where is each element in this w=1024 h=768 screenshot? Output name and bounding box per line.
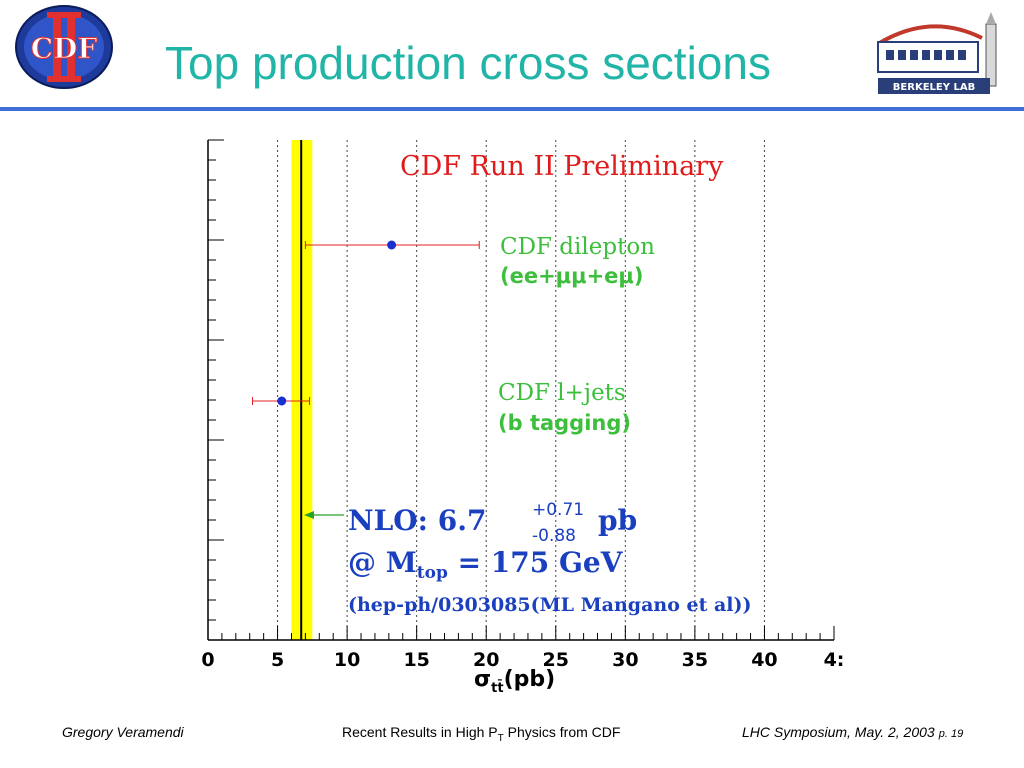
theory-mass-line: @ Mtop = 175 GeV (348, 546, 624, 583)
title-rule (0, 107, 1024, 111)
theory-mass-prefix: @ M (348, 546, 417, 579)
footer-talk-sub: T (497, 732, 504, 744)
theory-err-up: +0.71 (532, 500, 584, 520)
footer-conference-text: LHC Symposium, May. 2, 2003 (742, 724, 935, 740)
x-tick-label: 0 (201, 649, 214, 671)
series-label-ljets-line2: (b tagging) (498, 411, 631, 435)
berkeley-lab-text: BERKELEY LAB (893, 82, 975, 93)
cdf-logo-text: CDF (31, 32, 98, 65)
x-axis-sub: tt̄ (491, 680, 503, 696)
footer-talk-title: Recent Results in High PT Physics from C… (342, 724, 620, 744)
series-label-dilepton-line2: (ee+μμ+eμ) (500, 264, 643, 288)
data-point-0 (387, 240, 397, 250)
x-tick-label: 10 (334, 649, 360, 671)
x-axis-unit: (pb) (504, 667, 556, 692)
slide-title: Top production cross sections (165, 37, 771, 89)
series-label-dilepton-line1: CDF dilepton (500, 234, 655, 260)
theory-mass-suffix: = 175 GeV (448, 546, 624, 579)
berkeley-lab-logo: BERKELEY LAB (876, 12, 997, 94)
x-tick-label: 40 (751, 649, 777, 671)
x-axis-label: σtt̄(pb) (474, 667, 555, 696)
x-tick-label: 20 (473, 649, 499, 671)
x-tick-label: 4: (824, 649, 845, 671)
theory-err-down: -0.88 (532, 526, 576, 546)
cdf-logo: CDF (15, 5, 113, 89)
footer-conference: LHC Symposium, May. 2, 2003 p. 19 (742, 724, 963, 740)
x-tick-label: 25 (543, 649, 569, 671)
x-tick-label: 15 (403, 649, 429, 671)
theory-mass-sub: top (417, 563, 448, 583)
footer-author: Gregory Veramendi (62, 724, 184, 740)
theory-label: NLO: 6.7 (348, 504, 486, 537)
footer-talk-tail: Physics from CDF (503, 724, 621, 740)
theory-reference: (hep-ph/0303085(ML Mangano et al)) (348, 594, 751, 616)
series-label-ljets-line1: CDF l+jets (498, 380, 626, 406)
data-point-1 (277, 396, 287, 406)
plot-title: CDF Run II Preliminary (400, 151, 724, 182)
x-tick-label: 35 (682, 649, 708, 671)
x-tick-label: 30 (612, 649, 638, 671)
x-tick-label: 5 (271, 649, 284, 671)
x-axis-symbol: σ (474, 667, 491, 692)
theory-arrow-head (304, 511, 314, 519)
footer-talk-main: Recent Results in High P (342, 724, 498, 740)
footer-page-number: p. 19 (938, 728, 964, 740)
theory-unit: pb (598, 504, 637, 537)
